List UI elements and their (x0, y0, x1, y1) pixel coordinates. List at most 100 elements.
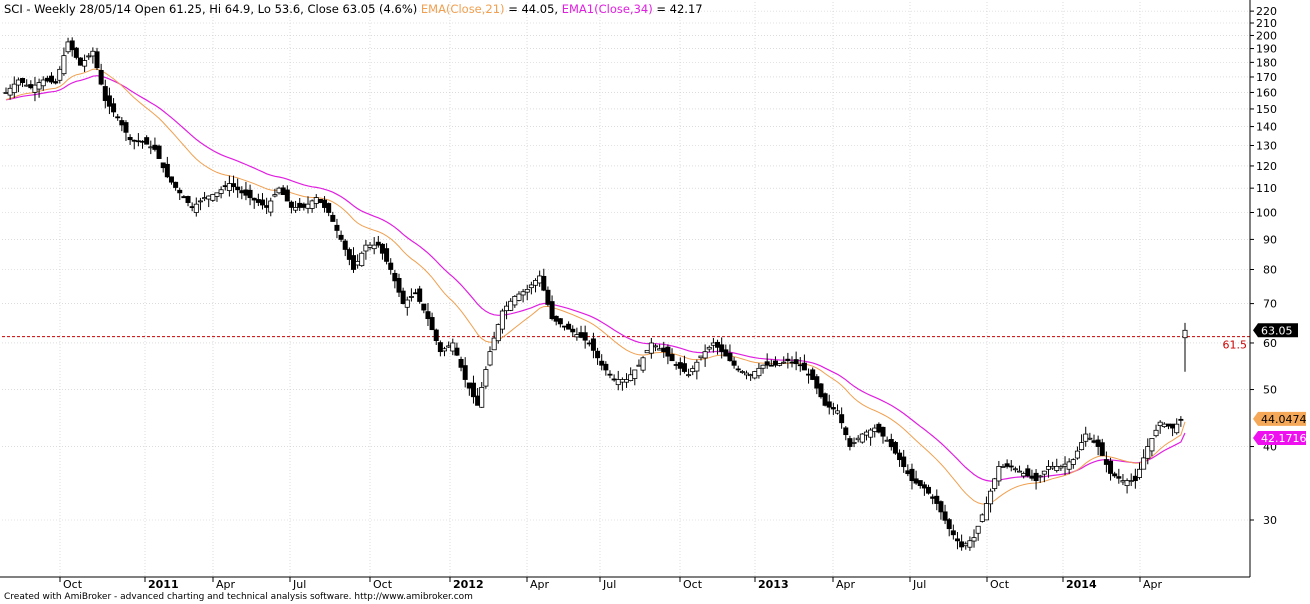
candle-body-down[interactable] (818, 383, 824, 398)
candle-body-down[interactable] (264, 205, 270, 208)
candle-body-down[interactable] (541, 275, 547, 291)
candle-body-up[interactable] (218, 189, 224, 194)
candle-body-down[interactable] (222, 185, 228, 188)
candle-body-down[interactable] (768, 364, 774, 367)
candle-body-up[interactable] (859, 433, 865, 443)
candle-body-up[interactable] (504, 305, 510, 312)
candle-body-down[interactable] (189, 206, 195, 209)
candle-body-down[interactable] (384, 248, 390, 262)
candle-body-up[interactable] (293, 207, 299, 211)
candle-body-up[interactable] (206, 195, 212, 200)
candle-body-down[interactable] (946, 519, 952, 530)
candle-body-down[interactable] (880, 426, 886, 437)
candle-body-down[interactable] (185, 196, 191, 203)
candle-body-down[interactable] (458, 358, 464, 368)
candle-body-down[interactable] (727, 352, 733, 362)
candle-body-down[interactable] (839, 414, 845, 424)
candle-body-up[interactable] (90, 50, 96, 57)
candle-body-up[interactable] (1079, 442, 1085, 451)
candle-body-down[interactable] (168, 176, 174, 183)
candle-body-down[interactable] (830, 407, 836, 410)
candle-body-down[interactable] (1091, 440, 1097, 443)
candle-body-down[interactable] (243, 189, 249, 196)
candle-body-up[interactable] (446, 345, 452, 348)
candle-body-up[interactable] (1045, 466, 1051, 470)
candle-body-down[interactable] (247, 189, 253, 199)
candle-body-up[interactable] (690, 368, 696, 373)
candle-body-up[interactable] (652, 345, 658, 348)
candle-body-down[interactable] (20, 77, 26, 83)
candle-body-down[interactable] (317, 198, 323, 203)
candle-body-down[interactable] (673, 364, 679, 366)
candle-body-up[interactable] (615, 379, 621, 386)
candle-body-up[interactable] (644, 349, 650, 354)
candle-body-down[interactable] (847, 438, 853, 447)
candle-body-up[interactable] (632, 369, 638, 379)
candle-body-up[interactable] (624, 379, 630, 383)
candle-body-down[interactable] (801, 362, 807, 371)
candle-body-down[interactable] (102, 86, 108, 101)
candle-body-down[interactable] (793, 359, 799, 365)
candle-layer[interactable] (3, 37, 1188, 551)
candle-body-down[interactable] (28, 84, 34, 89)
candle-body-down[interactable] (826, 401, 832, 408)
candle-body-up[interactable] (868, 429, 874, 438)
candle-body-down[interactable] (301, 203, 307, 208)
candle-body-up[interactable] (628, 374, 634, 381)
candle-body-down[interactable] (400, 290, 406, 304)
candle-body-down[interactable] (735, 368, 741, 371)
candle-body-down[interactable] (661, 347, 667, 353)
candle-body-down[interactable] (1116, 476, 1122, 479)
candle-body-down[interactable] (950, 530, 956, 536)
candle-body-down[interactable] (330, 214, 336, 222)
candle-body-up[interactable] (305, 203, 311, 209)
candle-body-up[interactable] (408, 296, 414, 298)
candle-body-up[interactable] (1145, 446, 1151, 459)
candle-body-down[interactable] (164, 163, 170, 178)
candle-body-up[interactable] (872, 427, 878, 432)
candle-body-down[interactable] (938, 501, 944, 513)
candle-body-down[interactable] (917, 480, 923, 486)
candle-body-down[interactable] (797, 364, 803, 367)
candle-body-down[interactable] (934, 495, 940, 504)
candle-body-up[interactable] (495, 324, 501, 342)
candle-body-up[interactable] (487, 351, 493, 366)
candle-body-down[interactable] (590, 338, 596, 351)
candle-body-down[interactable] (297, 202, 303, 208)
candle-body-up[interactable] (863, 431, 869, 436)
candle-body-up[interactable] (1161, 423, 1167, 428)
candle-body-up[interactable] (15, 79, 21, 86)
candle-body-down[interactable] (1025, 468, 1031, 477)
candle-body-down[interactable] (1004, 463, 1010, 467)
candle-body-up[interactable] (686, 374, 692, 377)
candle-body-up[interactable] (1074, 450, 1080, 459)
candle-body-up[interactable] (781, 361, 787, 364)
candle-body-up[interactable] (355, 260, 361, 266)
candle-body-up[interactable] (1041, 470, 1047, 475)
candle-body-down[interactable] (396, 277, 402, 293)
candle-body-up[interactable] (1087, 437, 1093, 440)
candle-body-up[interactable] (508, 300, 514, 311)
candle-body-down[interactable] (160, 162, 166, 169)
candle-body-down[interactable] (388, 262, 394, 270)
candle-body-down[interactable] (909, 468, 915, 482)
candle-body-up[interactable] (1062, 463, 1068, 467)
candle-body-down[interactable] (53, 81, 59, 84)
candle-body-down[interactable] (665, 346, 671, 357)
candle-body-up[interactable] (61, 55, 67, 75)
candle-body-up[interactable] (367, 244, 373, 248)
candle-body-up[interactable] (743, 372, 749, 376)
candle-body-up[interactable] (710, 342, 716, 346)
candle-body-up[interactable] (1124, 480, 1130, 487)
candle-body-down[interactable] (173, 181, 179, 188)
candle-body-down[interactable] (94, 51, 100, 69)
candle-body-up[interactable] (756, 367, 762, 377)
candle-body-up[interactable] (404, 299, 410, 308)
candle-body-down[interactable] (49, 75, 55, 83)
candle-body-down[interactable] (930, 496, 936, 499)
candle-body-up[interactable] (648, 342, 654, 354)
candle-body-up[interactable] (272, 194, 278, 197)
candle-body-up[interactable] (226, 183, 232, 191)
candle-body-down[interactable] (111, 103, 117, 113)
